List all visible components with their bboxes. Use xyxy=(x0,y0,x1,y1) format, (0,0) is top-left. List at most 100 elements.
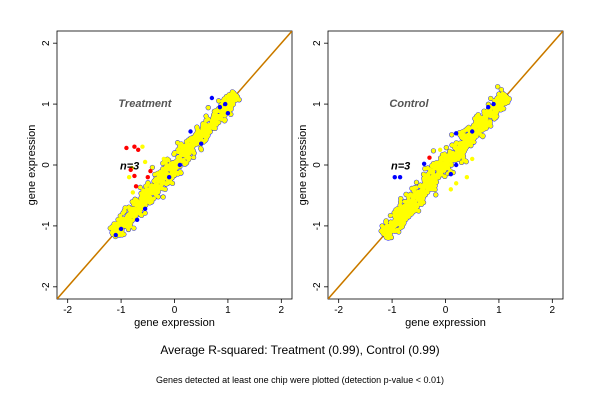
point xyxy=(225,111,231,116)
point xyxy=(135,199,141,204)
point xyxy=(453,131,459,136)
point xyxy=(191,155,196,160)
point xyxy=(473,132,478,137)
x-axis-label: gene expression xyxy=(134,317,215,329)
point xyxy=(403,192,409,197)
point xyxy=(470,129,475,134)
point xyxy=(178,170,184,176)
point xyxy=(414,191,420,196)
series-0 xyxy=(126,144,167,195)
x-tick-label: 0 xyxy=(172,305,178,316)
point xyxy=(181,159,187,165)
point xyxy=(421,161,427,166)
point xyxy=(213,108,218,114)
point xyxy=(397,203,403,208)
point xyxy=(425,173,431,178)
point xyxy=(206,105,211,110)
point xyxy=(175,140,180,145)
point xyxy=(135,147,141,152)
point xyxy=(476,118,482,123)
point xyxy=(389,235,394,240)
point xyxy=(142,206,148,212)
point xyxy=(492,98,497,103)
point xyxy=(485,120,491,126)
point xyxy=(122,208,127,213)
point xyxy=(395,212,400,218)
cloud-core-points xyxy=(108,89,242,239)
point xyxy=(205,117,211,122)
point xyxy=(389,224,395,230)
point xyxy=(466,125,471,130)
point xyxy=(126,174,132,180)
x-axis: -2 -1 0 1 2 xyxy=(334,299,556,316)
point xyxy=(118,226,124,232)
point xyxy=(159,180,165,186)
point xyxy=(443,160,449,165)
x-tick-label: 1 xyxy=(225,305,231,316)
point xyxy=(145,174,150,180)
point xyxy=(142,159,148,165)
point xyxy=(479,125,484,130)
y-tick-label: -2 xyxy=(312,282,323,291)
point xyxy=(496,91,502,97)
point xyxy=(139,213,144,218)
point xyxy=(398,196,403,201)
point xyxy=(129,206,134,212)
x-tick-label: -1 xyxy=(388,305,397,316)
point xyxy=(155,189,161,195)
y-tick-label: -1 xyxy=(312,221,323,230)
point xyxy=(453,162,459,168)
point xyxy=(142,210,148,216)
point xyxy=(203,113,209,119)
point xyxy=(149,187,154,192)
point xyxy=(461,153,466,159)
point xyxy=(222,113,227,118)
point xyxy=(441,153,446,158)
point xyxy=(468,141,474,146)
point xyxy=(431,148,436,153)
point xyxy=(439,161,445,166)
point xyxy=(419,202,424,207)
point xyxy=(188,142,194,148)
point xyxy=(472,135,477,141)
point xyxy=(128,167,133,173)
point xyxy=(422,166,428,171)
point xyxy=(491,101,496,107)
x-axis: -2 -1 0 1 2 xyxy=(63,299,285,316)
point xyxy=(419,192,424,197)
point xyxy=(449,162,454,168)
point xyxy=(199,131,204,136)
series-1 xyxy=(427,155,432,160)
point xyxy=(464,174,470,180)
point xyxy=(457,130,462,135)
point xyxy=(129,218,135,223)
point xyxy=(448,171,454,177)
y-axis: -2 -1 0 1 2 xyxy=(41,40,57,291)
point xyxy=(188,136,193,141)
point xyxy=(173,170,178,175)
y-axis-label: gene expression xyxy=(26,125,38,206)
point xyxy=(109,230,115,235)
point xyxy=(223,101,228,107)
point xyxy=(481,111,487,116)
y-tick-label: 2 xyxy=(41,40,52,46)
point xyxy=(147,194,153,199)
point xyxy=(118,220,124,226)
point xyxy=(395,227,400,233)
point xyxy=(143,199,149,204)
series-2 xyxy=(392,101,496,180)
point xyxy=(114,229,120,234)
point xyxy=(453,181,459,186)
point xyxy=(501,100,507,105)
plot-area xyxy=(57,31,292,299)
point xyxy=(179,149,184,154)
panel-label: Treatment xyxy=(118,98,172,110)
point xyxy=(133,214,138,219)
point xyxy=(426,186,432,192)
point xyxy=(236,97,242,102)
point xyxy=(204,125,209,131)
point xyxy=(385,231,390,236)
cloud-core-points xyxy=(378,84,512,241)
point xyxy=(220,108,225,114)
point xyxy=(175,147,181,152)
